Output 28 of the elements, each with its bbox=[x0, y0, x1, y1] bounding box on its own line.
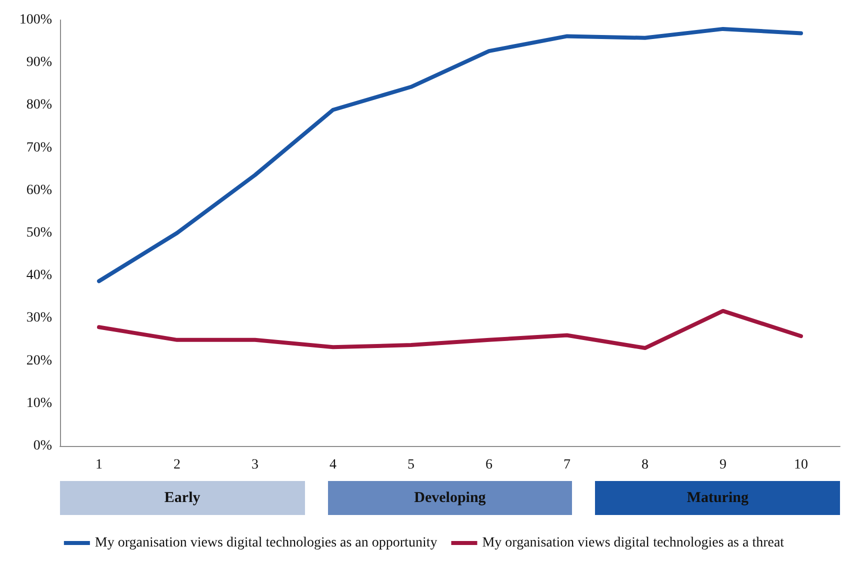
x-tick-label: 6 bbox=[486, 458, 492, 472]
y-tick-label: 0% bbox=[33, 438, 52, 454]
x-tick-label: 10 bbox=[794, 458, 808, 472]
line-series bbox=[97, 26, 803, 284]
y-tick-label: 20% bbox=[26, 353, 52, 368]
x-tick-label: 9 bbox=[720, 458, 726, 472]
x-tick-label: 7 bbox=[564, 458, 570, 472]
x-tick-label: 5 bbox=[408, 458, 414, 472]
legend-label: My organisation views digital technologies as a threat bbox=[482, 536, 784, 550]
y-tick-label: 70% bbox=[26, 140, 52, 156]
x-tick-label: 1 bbox=[96, 458, 102, 472]
x-tick-label: 2 bbox=[174, 458, 180, 472]
y-tick-label: 80% bbox=[26, 98, 52, 113]
stage-box: Developing bbox=[328, 481, 572, 515]
y-tick-label: 100% bbox=[19, 12, 52, 28]
x-tick-label: 3 bbox=[252, 458, 258, 472]
y-tick-label: 30% bbox=[26, 310, 52, 326]
stage-box: Early bbox=[60, 481, 305, 515]
x-tick-label: 4 bbox=[330, 458, 336, 472]
y-tick-label: 10% bbox=[26, 396, 52, 411]
line-series bbox=[97, 308, 803, 350]
stage-box: Maturing bbox=[595, 481, 840, 515]
legend-label: My organisation views digital technologies as an opportunity bbox=[94, 536, 438, 550]
y-tick-label: 90% bbox=[26, 55, 52, 70]
y-tick-label: 50% bbox=[26, 226, 52, 240]
y-tick-label: 40% bbox=[26, 268, 52, 284]
y-tick-label: 60% bbox=[26, 182, 52, 198]
x-tick-label: 8 bbox=[642, 458, 648, 472]
